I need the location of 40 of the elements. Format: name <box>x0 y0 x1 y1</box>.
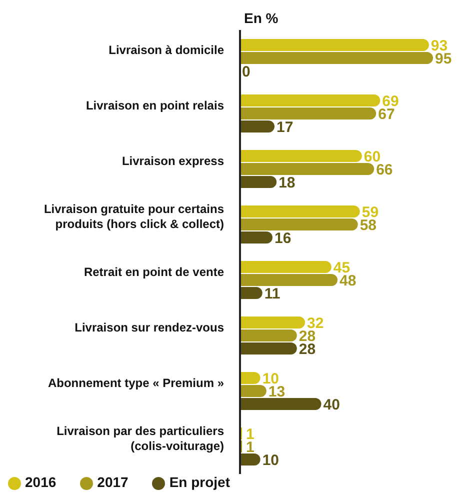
y-tick-label: Abonnement type « Premium » <box>48 376 224 390</box>
bar <box>240 206 360 218</box>
bar <box>240 454 260 466</box>
data-label: 0 <box>242 63 250 80</box>
bar <box>240 176 277 188</box>
bar <box>240 163 374 175</box>
bar <box>240 39 429 51</box>
bar <box>240 52 433 64</box>
bar <box>240 94 380 106</box>
bar <box>240 218 358 230</box>
bar <box>240 150 362 162</box>
legend-label: 2016 <box>25 474 56 490</box>
bar <box>240 372 260 384</box>
data-label: 17 <box>276 118 294 136</box>
bar <box>240 398 322 410</box>
bar <box>240 385 266 397</box>
data-label: 11 <box>264 285 280 302</box>
y-tick-label: Livraison gratuite pour certains produits (hors click & collect) <box>44 202 224 231</box>
bar <box>240 342 297 354</box>
y-tick-label: Livraison par des particuliers (colis-voiturage) <box>56 424 224 453</box>
y-tick-label: Livraison à domicile <box>108 42 224 57</box>
bar <box>240 261 332 273</box>
data-label: 18 <box>278 174 296 192</box>
legend-label: En projet <box>169 474 230 490</box>
data-label: 10 <box>262 452 280 469</box>
bar <box>240 120 275 132</box>
legend-label: 2017 <box>97 474 128 490</box>
y-tick-label: Retrait en point de vente <box>84 264 224 279</box>
bar <box>240 232 272 244</box>
data-label: 16 <box>274 230 292 247</box>
bar <box>240 316 305 328</box>
bar <box>240 108 376 120</box>
bar <box>240 287 262 299</box>
bar <box>240 330 297 342</box>
data-label: 40 <box>323 396 340 414</box>
y-tick-label: Livraison sur rendez-vous <box>74 320 224 334</box>
bar <box>240 274 338 286</box>
y-tick-label: Livraison express <box>122 154 224 168</box>
x-axis-title: En % <box>244 10 278 26</box>
y-tick-label: Livraison en point relais <box>86 98 224 112</box>
